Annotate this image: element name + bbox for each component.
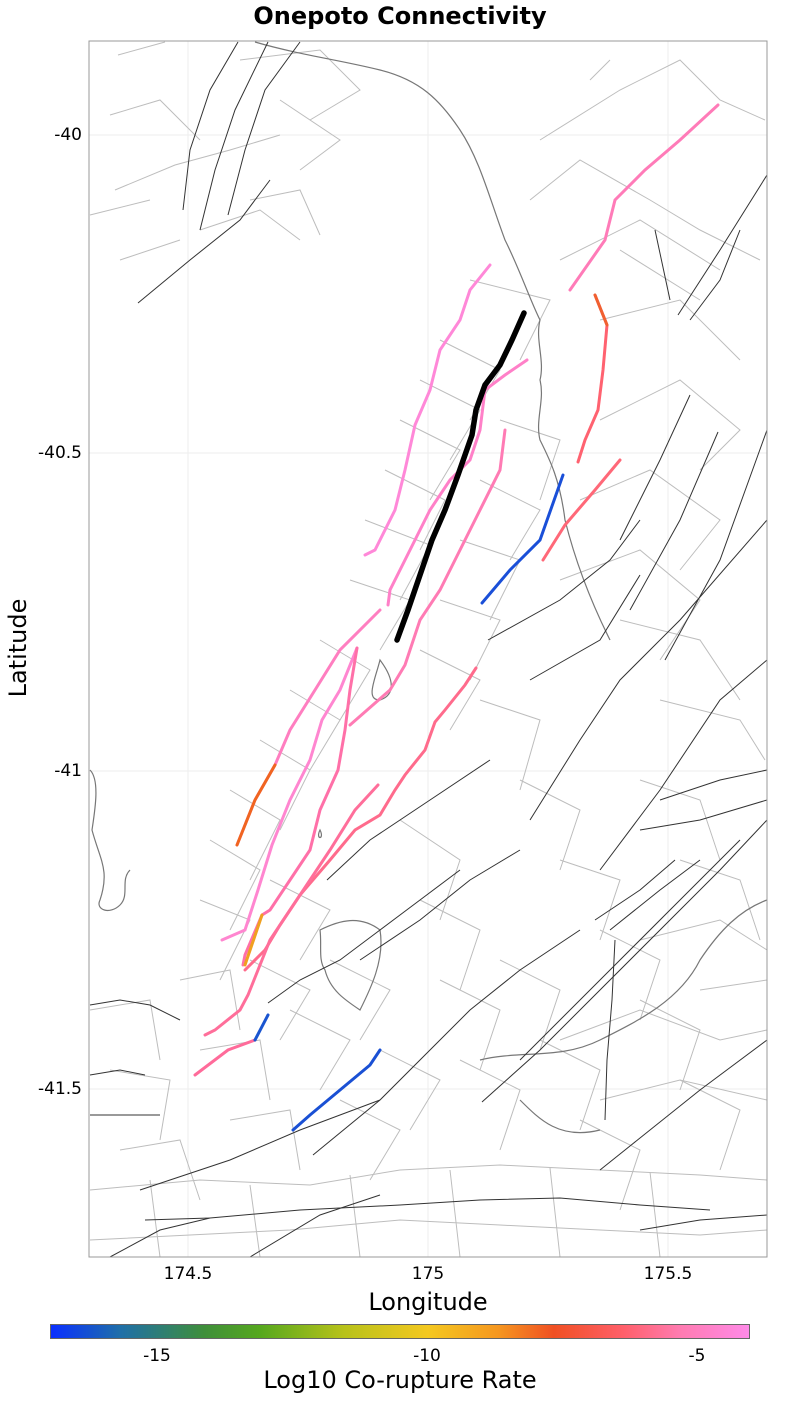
subsection-outline (89, 41, 301, 261)
co-rupture-fault-west-e-tip (243, 913, 264, 967)
fault-trace (199, 41, 269, 231)
fault-trace (139, 1099, 381, 1191)
y-tick-label: -41.5 (38, 1079, 82, 1099)
fault-trace (267, 869, 461, 1004)
subsection-outlines (89, 41, 767, 1257)
fault-trace (604, 939, 616, 1121)
subsection-outline (339, 819, 501, 1181)
fault-trace (639, 1214, 767, 1231)
co-rupture-fault-east-a-tip (593, 293, 609, 327)
coastline-harbour (319, 919, 382, 1011)
plot-border (88, 40, 768, 1258)
co-rupture-fault-northeast (568, 103, 720, 292)
co-rupture-faults (193, 103, 720, 1132)
subsection-outline (559, 919, 767, 1101)
coastline-west (89, 769, 131, 912)
x-tick-label: 175.5 (643, 1264, 693, 1284)
fault-traces (89, 41, 767, 1257)
fault-trace (529, 519, 767, 871)
fault-trace (594, 859, 701, 931)
subsection-outline (479, 699, 741, 1171)
fault-trace (326, 759, 521, 961)
fault-trace (619, 394, 767, 661)
co-rupture-fault-west-a (363, 263, 492, 557)
subsection-outline (89, 1164, 767, 1257)
co-rupture-fault-central-c (348, 428, 507, 727)
coastline-east (254, 41, 611, 641)
co-rupture-fault-south-a (203, 783, 380, 1037)
fault-trace (89, 999, 181, 1021)
subsection-outline (349, 279, 551, 651)
x-tick-label: 174.5 (163, 1264, 213, 1284)
subsection-outline (89, 969, 301, 1201)
gridlines (89, 41, 767, 1257)
map-title: Onepoto Connectivity (253, 2, 547, 30)
subsection-outline (559, 379, 766, 761)
fault-trace (144, 1197, 711, 1221)
coastline (89, 41, 767, 1134)
colorbar-label: Log10 Co-rupture Rate (263, 1366, 537, 1394)
y-tick-label: -40 (54, 125, 82, 145)
y-tick-label: -40.5 (38, 443, 82, 463)
subsection-outline (249, 879, 391, 1091)
onepoto-fault (394, 310, 527, 643)
fault-trace (227, 41, 301, 216)
fault-trace (109, 1194, 381, 1257)
co-rupture-fault-south-b-tip (253, 1013, 270, 1042)
subsection-outline (459, 779, 761, 1211)
fault-trace (481, 819, 767, 1103)
coastline-islet (317, 828, 323, 839)
co-rupture-fault-southeast-low (291, 1048, 382, 1132)
colorbar-tick-label: -5 (688, 1346, 706, 1366)
colorbar-tick-label: -15 (143, 1346, 171, 1366)
fault-trace (487, 519, 641, 681)
x-tick-label: 175 (411, 1264, 445, 1284)
co-rupture-fault-low-rate (480, 473, 565, 605)
fault-trace (639, 769, 767, 831)
fault-trace (654, 229, 741, 321)
fault-trace (677, 174, 767, 316)
coastline-south (479, 899, 767, 1134)
co-rupture-fault-east-b (541, 458, 622, 562)
x-axis-label: Longitude (368, 1288, 488, 1316)
colorbar (50, 1324, 750, 1339)
fault-trace (89, 1069, 160, 1116)
subsection-outline (229, 49, 361, 236)
fault-trace (599, 1039, 767, 1171)
colorbar-tick-label: -10 (413, 1346, 441, 1366)
fault-trace (312, 929, 581, 1156)
fault-trace (519, 839, 741, 1061)
subsection-outline (529, 59, 766, 361)
co-rupture-fault-west-d (220, 646, 359, 942)
fault-trace (137, 179, 271, 304)
y-axis-label: Latitude (4, 598, 32, 698)
y-tick-label: -41 (54, 761, 82, 781)
subsection-outline (199, 639, 371, 981)
co-rupture-fault-south-b (193, 1038, 257, 1077)
fault-trace (182, 41, 239, 211)
co-rupture-fault-west-c-tip (235, 763, 277, 847)
